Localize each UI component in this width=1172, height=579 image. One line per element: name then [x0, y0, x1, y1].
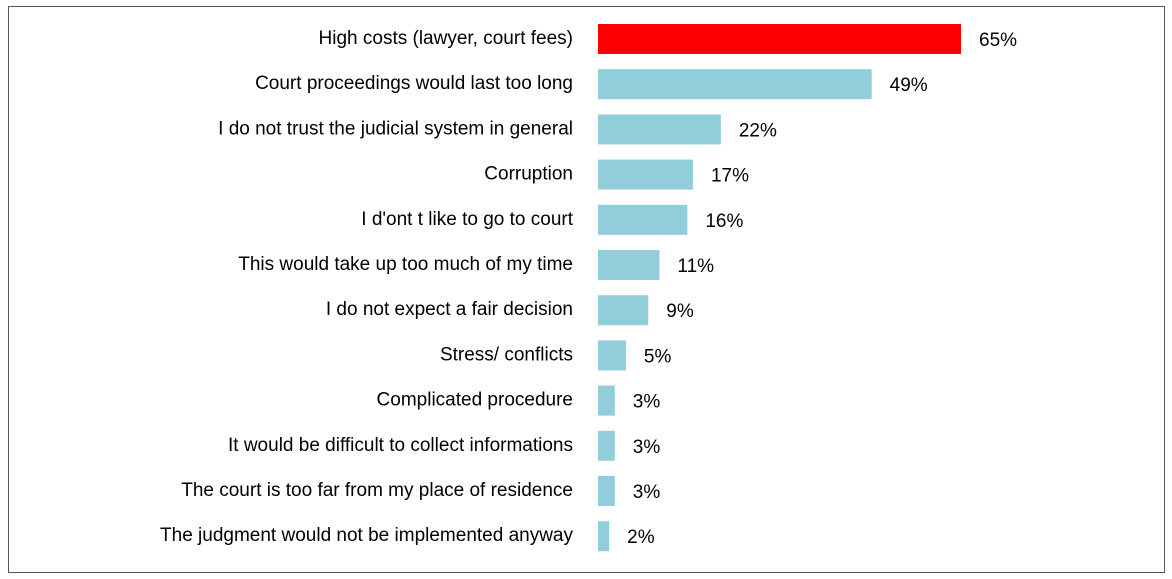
value-label: 49% [890, 75, 928, 96]
bar [598, 250, 660, 280]
category-label: Court proceedings would last too long [255, 73, 573, 94]
value-label: 3% [633, 392, 661, 413]
bar [598, 340, 626, 371]
category-label: I do not expect a fair decision [326, 299, 573, 320]
bar [598, 476, 615, 506]
bar [598, 69, 872, 100]
category-label: High costs (lawyer, court fees) [319, 28, 573, 49]
bar [598, 24, 961, 54]
value-label: 11% [677, 256, 714, 277]
category-label: I d'ont t like to go to court [361, 209, 573, 230]
bar [598, 159, 693, 190]
value-label: 65% [979, 30, 1017, 51]
category-label: I do not trust the judicial system in ge… [218, 118, 573, 139]
value-label: 17% [711, 166, 749, 187]
bar [598, 295, 649, 326]
bar [598, 204, 688, 235]
value-label: 3% [633, 482, 661, 503]
value-label: 5% [644, 346, 672, 367]
category-label: This would take up too much of my time [238, 254, 573, 275]
bar [598, 430, 615, 461]
category-label: It would be difficult to collect informa… [228, 435, 573, 456]
value-label: 16% [705, 211, 743, 232]
bar [598, 385, 615, 416]
value-label: 3% [633, 437, 661, 458]
bar [598, 114, 721, 145]
category-label: Complicated procedure [377, 390, 573, 411]
chart-frame [8, 6, 1165, 573]
category-label: Corruption [484, 164, 573, 185]
category-label: Stress/ conflicts [440, 344, 573, 365]
bar [598, 521, 610, 552]
category-label: The judgment would not be implemented an… [160, 525, 573, 546]
value-label: 9% [666, 301, 694, 322]
value-label: 2% [627, 527, 655, 548]
category-label: The court is too far from my place of re… [181, 480, 573, 501]
value-label: 22% [739, 120, 777, 141]
